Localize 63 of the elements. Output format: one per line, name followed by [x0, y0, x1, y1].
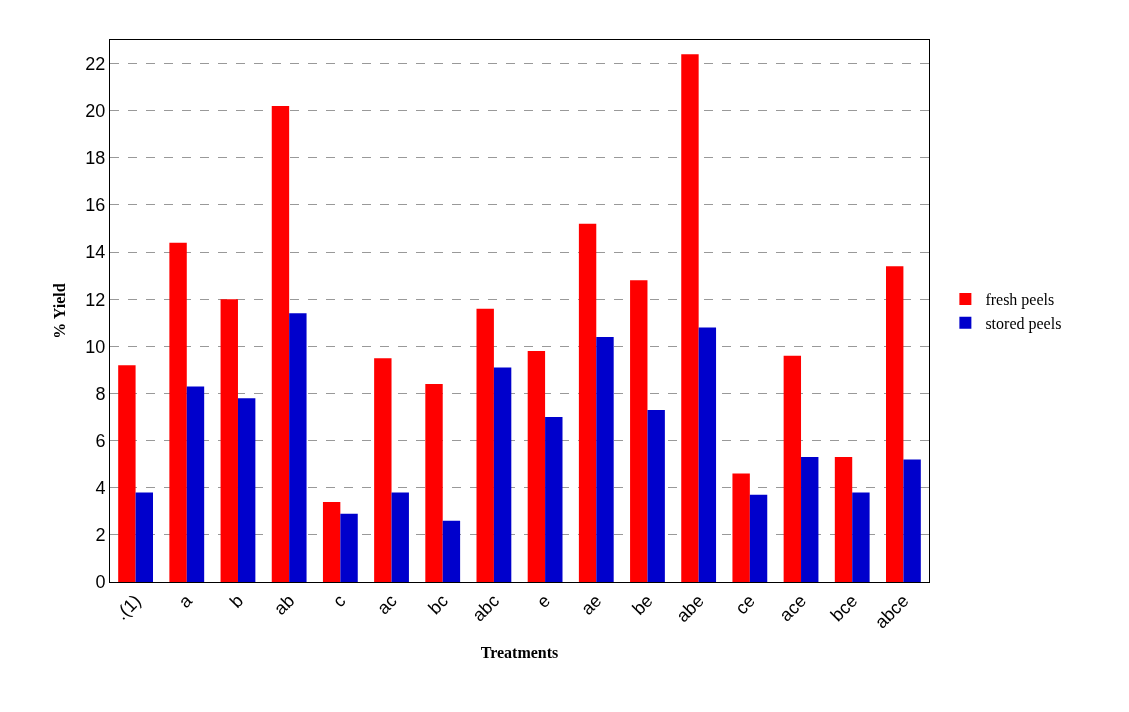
bar — [681, 54, 699, 582]
x-tick-label: ce — [731, 590, 760, 619]
bar — [527, 351, 546, 582]
x-tick-label: abc — [468, 590, 504, 626]
bar — [732, 473, 750, 582]
x-tick-label: ace — [775, 590, 811, 626]
bar — [220, 299, 238, 582]
bar — [374, 358, 392, 582]
y-tick-label: 22 — [85, 53, 106, 74]
bar — [886, 266, 904, 582]
bar — [322, 501, 341, 582]
y-tick-label: 12 — [85, 289, 106, 310]
x-tick-label: be — [628, 590, 657, 619]
x-tick-label: c — [329, 590, 350, 612]
x-tick-label: ae — [577, 590, 606, 619]
bar — [271, 105, 290, 582]
y-tick-label: 10 — [85, 336, 106, 357]
bar — [647, 409, 665, 582]
y-tick-label: 14 — [85, 242, 106, 263]
bar — [578, 223, 597, 582]
y-tick-label: 2 — [95, 525, 106, 546]
bar — [596, 336, 614, 582]
bar — [391, 492, 409, 582]
bar — [135, 492, 153, 582]
x-axis-title: Treatments — [480, 644, 559, 662]
legend-label: fresh peels — [985, 291, 1055, 310]
bar — [340, 513, 358, 582]
bar — [749, 494, 768, 582]
x-tick-label: ab — [270, 590, 299, 619]
x-tick-label: a — [174, 589, 197, 612]
x-tick-label: ac — [373, 590, 401, 619]
y-axis-title: % Yield — [51, 283, 69, 339]
x-tick-label: .(1) — [111, 590, 145, 624]
bar — [186, 386, 205, 582]
y-tick-label: 8 — [95, 383, 106, 404]
bar — [783, 355, 802, 582]
bar — [630, 280, 648, 582]
y-tick-label: 6 — [95, 430, 106, 451]
legend-label: stored peels — [985, 314, 1062, 333]
y-tick-label: 4 — [95, 478, 106, 499]
bar — [852, 492, 870, 582]
x-tick-label: e — [533, 590, 555, 612]
bar — [476, 308, 494, 582]
bar — [118, 365, 136, 582]
bar — [237, 398, 256, 582]
bar — [834, 457, 853, 582]
x-tick-label: abe — [672, 590, 708, 627]
bar — [903, 459, 921, 582]
bar — [169, 242, 187, 582]
x-tick-label: b — [225, 590, 248, 612]
bar — [801, 457, 819, 582]
bar — [442, 520, 461, 582]
bar — [425, 384, 443, 582]
bar — [289, 313, 307, 582]
y-tick-label: 20 — [85, 101, 106, 121]
y-tick-label: 18 — [85, 148, 106, 169]
bar — [493, 367, 512, 582]
y-tick-label: 0 — [95, 572, 106, 593]
bar — [545, 417, 563, 582]
x-tick-label: bce — [826, 590, 862, 626]
y-tick-label: 16 — [85, 195, 106, 216]
bar — [698, 327, 717, 582]
x-tick-label: bc — [424, 590, 452, 619]
